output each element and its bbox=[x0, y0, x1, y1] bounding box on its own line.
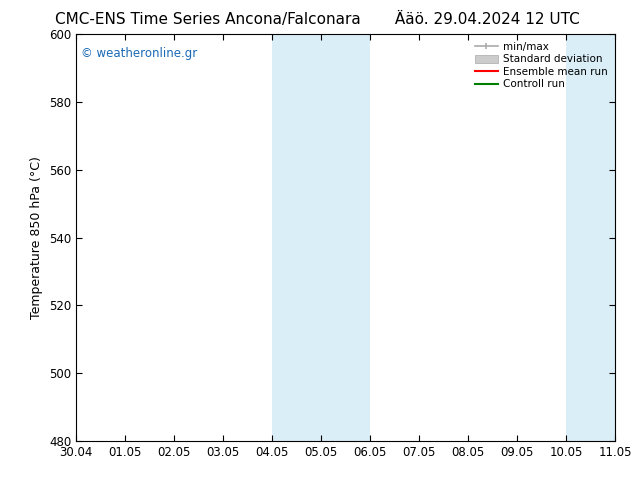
Legend: min/max, Standard deviation, Ensemble mean run, Controll run: min/max, Standard deviation, Ensemble me… bbox=[470, 37, 612, 94]
Bar bbox=[566, 34, 615, 441]
Text: © weatheronline.gr: © weatheronline.gr bbox=[81, 47, 198, 59]
Bar bbox=[272, 34, 370, 441]
Y-axis label: Temperature 850 hPa (°C): Temperature 850 hPa (°C) bbox=[30, 156, 43, 319]
Text: CMC-ENS Time Series Ancona/Falconara       Ääö. 29.04.2024 12 UTC: CMC-ENS Time Series Ancona/Falconara Ääö… bbox=[55, 12, 579, 27]
